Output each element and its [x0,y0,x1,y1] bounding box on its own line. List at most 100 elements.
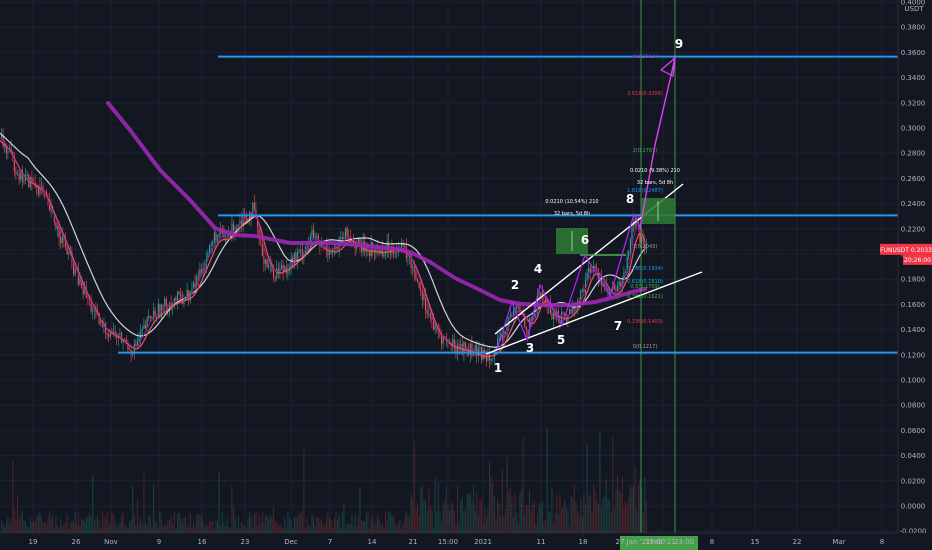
volume-bar [327,511,329,533]
volume-bar [138,523,140,533]
volume-bar [364,521,366,533]
candle-body [57,225,59,229]
volume-bar [146,526,148,533]
countdown-tag [903,254,932,265]
candle-body [60,237,62,244]
candle-body [257,215,259,228]
volume-bar [45,523,47,533]
candle-body [463,342,465,355]
volume-bar [565,506,567,533]
candle-body [44,191,46,192]
measure-annotation: 0.0210 (9.38%) 210 [630,168,680,174]
volume-bar [210,521,212,533]
candle-body [85,289,87,298]
volume-bar [602,498,604,533]
volume-bar [385,511,387,533]
volume-bar [455,523,457,533]
volume-bar [508,491,510,533]
volume-bar [164,524,166,533]
volume-bar [322,523,324,533]
candle-body [132,353,134,355]
volume-bar [298,512,300,533]
volume-bar [113,514,115,533]
volume-bar [466,493,468,533]
candle-body [213,232,215,242]
volume-bar [98,521,100,533]
volume-bar [482,524,484,533]
candle-body [501,335,503,340]
volume-bar [533,501,535,533]
candle-body [241,220,243,226]
price-tick-label: 0.1400 [901,326,926,334]
volume-bar [305,527,307,533]
volume-bar [557,514,559,533]
candle-body [215,232,217,242]
candle-body [620,282,622,287]
volume-bar [581,516,583,533]
candle-body [183,300,185,304]
candle-body [301,249,303,258]
volume-bar [73,520,75,533]
candle-body [193,283,195,289]
volume-bar [441,521,443,533]
volume-bar [588,496,590,533]
volume-bar [548,511,550,533]
volume-bar [109,524,111,533]
volume-bar [634,466,636,533]
candle-body [357,238,359,244]
volume-bar [573,484,575,533]
price-tick-label: 0.2800 [901,150,926,158]
volume-bar [388,511,390,533]
volume-bar [380,524,382,533]
volume-bar [276,522,278,533]
candle-body [263,255,265,264]
wave-label-7: 7 [614,319,622,333]
volume-bar [645,501,647,533]
volume-bar [543,520,545,533]
candle-body [458,344,460,350]
candle-body [316,235,318,238]
volume-bar [505,509,507,533]
candle-body [407,257,409,259]
volume-bar [245,527,247,533]
volume-bar [263,523,265,533]
candle-body [418,281,420,288]
candle-body [633,223,635,227]
volume-bar [617,474,619,533]
volume-bar [377,515,379,533]
volume-bar [108,521,110,533]
volume-bar [370,520,372,533]
volume-bar [319,521,321,533]
candle-body [562,312,564,314]
volume-bar [177,513,179,533]
volume-bar [85,517,87,533]
volume-bar [313,516,315,533]
candle-body [401,243,403,248]
volume-bar [218,471,220,533]
candle-body [332,248,334,253]
measure-annotation: 32 bars, 5d 8h [637,180,673,186]
candle-body [525,327,527,330]
volume-bar [244,526,246,533]
candle-body [425,293,427,311]
volume-bar [250,517,252,533]
volume-bar [610,511,612,533]
candle-body [90,300,92,312]
volume-bar [29,516,31,533]
volume-bar [519,492,521,533]
volume-bar [535,524,537,533]
price-tick-label: 0.0200 [901,477,926,485]
volume-bar [609,499,611,533]
volume-bar [596,499,598,533]
volume-bar [348,523,350,533]
candle-body [434,324,436,330]
price-tick-label: 0.1000 [901,377,926,385]
wave-label-3: 3 [526,341,534,355]
candle-body [268,265,270,268]
volume-bar [185,516,187,533]
volume-bar [100,528,102,533]
volume-bar [361,521,363,533]
volume-bar [201,514,203,533]
volume-bar [57,524,59,533]
